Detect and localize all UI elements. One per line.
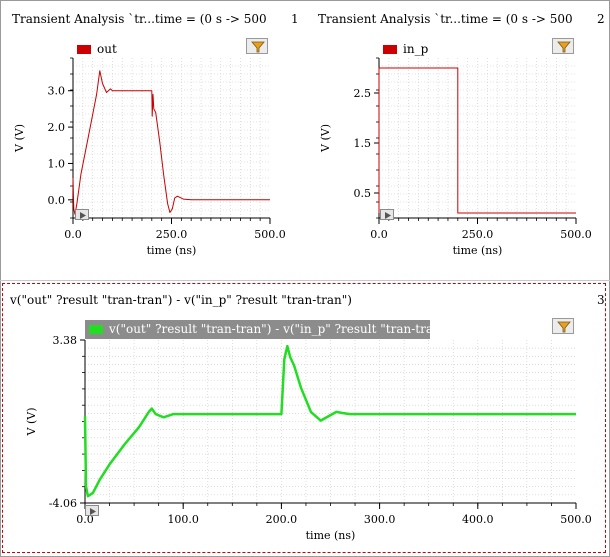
chart-1-series-line	[72, 70, 270, 215]
chart-2-y-tick-label: 0.5	[354, 187, 372, 200]
chart-3-x-tick-label: 300.0	[364, 513, 396, 526]
legend-diff-label: v("out" ?result "tran-tran") - v("in_p" …	[109, 322, 451, 336]
chart-3-y-axis-title: V (V)	[25, 408, 38, 437]
pane-2-filter-button[interactable]	[552, 38, 574, 54]
chart-1-y-tick-label: 2.0	[48, 121, 66, 134]
legend-in-p[interactable]: in_p	[383, 42, 443, 58]
chart-1-y-tick-label: 1.0	[48, 157, 66, 170]
legend-out[interactable]: out	[77, 42, 137, 58]
pane-3-number: 3	[597, 293, 605, 307]
legend-out-label: out	[97, 42, 117, 56]
chart-1-x-tick-label: 0.0	[64, 228, 82, 241]
legend-out-swatch	[77, 45, 91, 54]
funnel-icon	[557, 41, 571, 53]
pane-3-play-button[interactable]	[85, 505, 99, 516]
funnel-icon	[251, 41, 265, 53]
play-icon	[90, 508, 96, 515]
pane-3-filter-button[interactable]	[552, 318, 574, 334]
pane-1-title: Transient Analysis `tr...time = (0 s -> …	[12, 12, 267, 26]
chart-3-x-axis-title: time (ns)	[306, 529, 356, 542]
chart-1-y-axis-title: V (V)	[13, 124, 26, 153]
chart-2-y-tick-label: 1.5	[354, 137, 372, 150]
chart-2-x-tick-label: 0.0	[370, 228, 388, 241]
chart-2-x-tick-label: 500.0	[560, 228, 592, 241]
legend-in-p-label: in_p	[403, 42, 429, 56]
play-icon	[385, 212, 391, 219]
pane-2-play-button[interactable]	[380, 209, 394, 220]
chart-2-y-axis-title: V (V)	[319, 124, 332, 153]
pane-3-selection-border[interactable]	[2, 283, 606, 553]
chart-1-x-axis-title: time (ns)	[147, 244, 197, 257]
chart-3-x-tick-label: 200.0	[266, 513, 298, 526]
funnel-icon	[557, 321, 571, 333]
chart-2-x-tick-label: 250.0	[462, 228, 494, 241]
chart-1-x-tick-label: 500.0	[254, 228, 286, 241]
chart-3-y-tick-label: -4.06	[49, 497, 77, 510]
pane-1-play-button[interactable]	[75, 209, 89, 220]
play-icon	[80, 212, 86, 219]
chart-3-x-tick-label: 400.0	[462, 513, 494, 526]
chart-2-x-axis-title: time (ns)	[453, 244, 503, 257]
pane-2-number: 2	[597, 12, 605, 26]
pane-3-title: v("out" ?result "tran-tran") - v("in_p" …	[10, 293, 352, 307]
chart-2-y-tick-label: 2.5	[354, 87, 372, 100]
pane-1-number: 1	[291, 12, 299, 26]
legend-diff-swatch	[89, 325, 103, 334]
chart-2-series-line	[378, 67, 576, 214]
chart-3-y-tick-label: 3.38	[53, 334, 78, 347]
chart-3-x-tick-label: 500.0	[560, 513, 592, 526]
chart-3-series-line	[83, 344, 576, 498]
chart-3-x-tick-label: 100.0	[167, 513, 199, 526]
chart-1-x-tick-label: 250.0	[156, 228, 188, 241]
legend-diff[interactable]: v("out" ?result "tran-tran") - v("in_p" …	[85, 320, 451, 339]
chart-1-y-tick-label: 0.0	[48, 194, 66, 207]
legend-in-p-swatch	[383, 45, 397, 54]
pane-2-title: Transient Analysis `tr...time = (0 s -> …	[318, 12, 573, 26]
chart-1-y-tick-label: 3.0	[48, 85, 66, 98]
pane-1-filter-button[interactable]	[246, 38, 268, 54]
chart-3-x-tick-label: 0.0	[76, 513, 94, 526]
pane-separator	[0, 280, 610, 281]
